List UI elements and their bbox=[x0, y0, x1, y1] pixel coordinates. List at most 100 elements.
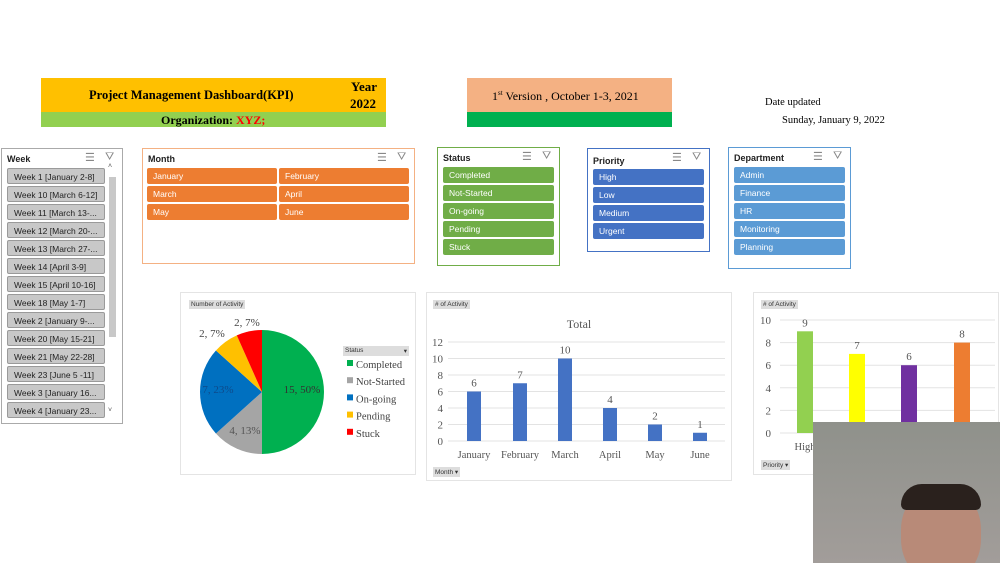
version-banner bbox=[467, 78, 672, 112]
department-slicer-item[interactable]: HR bbox=[734, 203, 845, 219]
week-slicer-item[interactable]: Week 14 [April 3-9] bbox=[7, 258, 105, 274]
field-tag[interactable]: # of Activity bbox=[761, 300, 798, 309]
month-slicer-item[interactable]: May bbox=[147, 204, 277, 220]
clear-filter-icon[interactable]: ⛛ bbox=[692, 151, 702, 163]
bar-data-label: 2 bbox=[652, 411, 658, 423]
bar-data-label: 7 bbox=[854, 340, 860, 352]
bar-data-label: 7 bbox=[517, 369, 523, 381]
legend-entry: On-going bbox=[356, 394, 397, 405]
priority-slicer-item[interactable]: High bbox=[593, 169, 704, 185]
priority-slicer[interactable]: Priority ☰ ⛛ High Low Medium Urgent bbox=[587, 148, 710, 252]
multiselect-icon[interactable]: ☰ bbox=[377, 152, 387, 164]
legend-swatch bbox=[347, 360, 353, 366]
week-slicer-item[interactable]: Week 10 [March 6-12] bbox=[7, 186, 105, 202]
month-slicer[interactable]: Month ☰ ⛛ January February March April May Ju… bbox=[142, 148, 415, 264]
clear-filter-icon[interactable]: ⛛ bbox=[397, 151, 407, 163]
clear-filter-icon[interactable]: ⛛ bbox=[833, 150, 843, 162]
bar-data-label: 6 bbox=[906, 351, 912, 363]
x-tick-label: March bbox=[551, 450, 579, 461]
month-axis-filter-button[interactable]: Month ▾ bbox=[433, 467, 461, 477]
multiselect-icon[interactable]: ☰ bbox=[522, 151, 532, 163]
status-slicer-item[interactable]: Pending bbox=[443, 221, 554, 237]
y-tick-label: 2 bbox=[766, 405, 772, 417]
department-slicer[interactable]: Department ☰ ⛛ Admin Finance HR Monitoring P… bbox=[728, 147, 851, 269]
week-slicer-item[interactable]: Week 12 [March 20-... bbox=[7, 222, 105, 238]
priority-slicer-item[interactable]: Urgent bbox=[593, 223, 704, 239]
pie-slice-stuck bbox=[236, 330, 262, 392]
week-slicer-item[interactable]: Week 13 [March 27-... bbox=[7, 240, 105, 256]
x-tick-label: February bbox=[501, 450, 540, 461]
week-slicer-item[interactable]: Week 18 [May 1-7] bbox=[7, 294, 105, 310]
department-slicer-item[interactable]: Finance bbox=[734, 185, 845, 201]
y-tick-label: 2 bbox=[438, 420, 444, 432]
legend-filter-button[interactable]: Status ▾ bbox=[343, 346, 409, 356]
y-tick-label: 0 bbox=[438, 436, 444, 448]
person-hair bbox=[901, 484, 981, 510]
scroll-up-icon[interactable]: ˄ bbox=[108, 163, 113, 170]
month-slicer-item[interactable]: February bbox=[279, 168, 409, 184]
legend-swatch bbox=[347, 428, 353, 435]
multiselect-icon[interactable]: ☰ bbox=[85, 152, 95, 164]
pie-data-label: 15, 50% bbox=[284, 384, 321, 396]
bar-data-label: 4 bbox=[607, 394, 613, 406]
version-date: Version , October 1-3, 2021 bbox=[502, 89, 639, 103]
chart-title: Total bbox=[567, 317, 592, 331]
y-tick-label: 12 bbox=[432, 337, 443, 349]
pie-slice-completed bbox=[262, 330, 324, 454]
department-slicer-item[interactable]: Planning bbox=[734, 239, 845, 255]
dashboard-title: Project Management Dashboard(KPI) bbox=[89, 88, 294, 102]
legend-entry: Stuck bbox=[356, 429, 381, 440]
x-tick-label: High bbox=[795, 442, 817, 453]
scroll-down-icon[interactable]: ˅ bbox=[108, 407, 113, 414]
date-updated-value: Sunday, January 9, 2022 bbox=[782, 115, 885, 126]
pie-slice-on-going bbox=[200, 350, 262, 434]
status-slicer-title: Status bbox=[443, 153, 471, 163]
week-slicer-item[interactable]: Week 15 [April 10-16] bbox=[7, 276, 105, 292]
department-slicer-item[interactable]: Admin bbox=[734, 167, 845, 183]
week-slicer-title: Week bbox=[7, 154, 31, 164]
week-slicer[interactable]: Week ☰ ⛛ Week 1 [January 2-8] Week 10 [Ma… bbox=[1, 148, 123, 424]
bar bbox=[513, 383, 527, 441]
status-slicer-item[interactable]: Not-Started bbox=[443, 185, 554, 201]
field-tag[interactable]: # of Activity bbox=[433, 300, 470, 309]
multiselect-icon[interactable]: ☰ bbox=[813, 151, 823, 163]
week-slicer-item[interactable]: Week 2 [January 9-... bbox=[7, 312, 105, 328]
week-slicer-item[interactable]: Week 11 [March 13-... bbox=[7, 204, 105, 220]
week-scrollbar[interactable] bbox=[109, 177, 116, 337]
week-slicer-item[interactable]: Week 20 [May 15-21] bbox=[7, 330, 105, 346]
bar bbox=[954, 342, 970, 433]
bar bbox=[901, 365, 917, 433]
week-slicer-item[interactable]: Week 1 [January 2-8] bbox=[7, 168, 105, 184]
status-slicer-item[interactable]: Stuck bbox=[443, 239, 554, 255]
bar bbox=[648, 424, 662, 441]
status-slicer-item[interactable]: Completed bbox=[443, 167, 554, 183]
clear-filter-icon[interactable]: ⛛ bbox=[105, 151, 115, 163]
pie-slice-pending bbox=[215, 335, 262, 392]
clear-filter-icon[interactable]: ⛛ bbox=[542, 150, 552, 162]
priority-slicer-item[interactable]: Low bbox=[593, 187, 704, 203]
legend-swatch bbox=[347, 411, 353, 418]
y-tick-label: 0 bbox=[766, 428, 772, 440]
week-slicer-item[interactable]: Week 4 [January 23... bbox=[7, 402, 105, 418]
month-slicer-item[interactable]: June bbox=[279, 204, 409, 220]
priority-axis-filter-button[interactable]: Priority ▾ bbox=[761, 460, 791, 470]
week-slicer-item[interactable]: Week 3 [January 16... bbox=[7, 384, 105, 400]
field-tag[interactable]: Number of Activity bbox=[189, 300, 246, 309]
bar bbox=[558, 358, 572, 441]
version-num: 1 bbox=[492, 89, 498, 103]
bar-data-label: 9 bbox=[802, 317, 808, 329]
bar bbox=[693, 432, 707, 441]
department-slicer-item[interactable]: Monitoring bbox=[734, 221, 845, 237]
y-tick-label: 4 bbox=[438, 403, 444, 415]
week-slicer-item[interactable]: Week 23 [June 5 -11] bbox=[7, 366, 105, 382]
year-label: Year bbox=[351, 79, 377, 94]
week-slicer-item[interactable]: Week 21 [May 22-28] bbox=[7, 348, 105, 364]
month-slicer-item[interactable]: January bbox=[147, 168, 277, 184]
status-slicer-item[interactable]: On-going bbox=[443, 203, 554, 219]
multiselect-icon[interactable]: ☰ bbox=[672, 152, 682, 164]
status-slicer[interactable]: Status ☰ ⛛ Completed Not-Started On-going P… bbox=[437, 147, 560, 266]
priority-slicer-item[interactable]: Medium bbox=[593, 205, 704, 221]
month-slicer-item[interactable]: March bbox=[147, 186, 277, 202]
bar-data-label: 8 bbox=[959, 329, 965, 341]
month-slicer-item[interactable]: April bbox=[279, 186, 409, 202]
